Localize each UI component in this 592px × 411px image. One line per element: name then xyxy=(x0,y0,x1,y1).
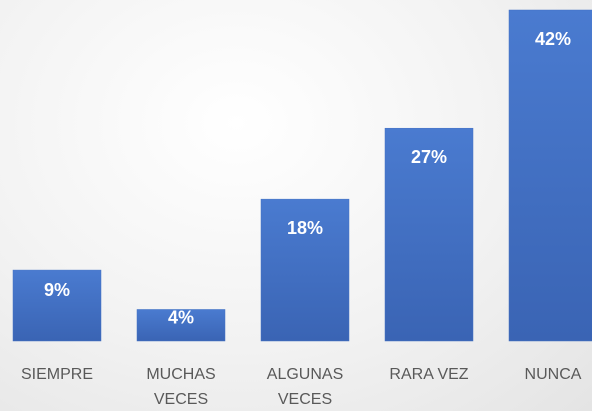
value-label: 4% xyxy=(168,308,194,328)
bar xyxy=(260,198,350,342)
bar xyxy=(136,309,226,342)
value-label: 9% xyxy=(44,280,70,300)
x-tick-label: MUCHAS VECES xyxy=(146,366,216,408)
bar xyxy=(384,127,474,342)
x-tick-label: ALGUNAS VECES xyxy=(266,366,344,408)
x-tick-label: SIEMPRE xyxy=(20,366,93,383)
value-label: 18% xyxy=(287,218,323,238)
value-label: 42% xyxy=(535,29,571,49)
value-label: 27% xyxy=(411,147,447,167)
x-tick-label: NUNCA xyxy=(524,366,582,383)
bar xyxy=(12,269,102,342)
x-tick-label: RARA VEZ xyxy=(389,366,469,383)
bar xyxy=(508,9,592,342)
